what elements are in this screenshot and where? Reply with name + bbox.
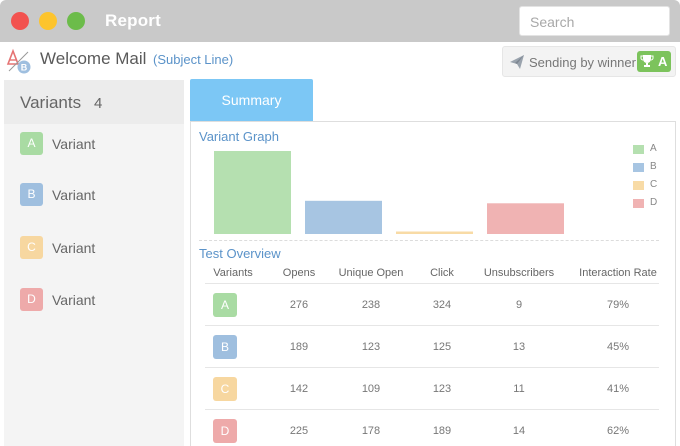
column-header-unique-open: Unique Open <box>338 267 404 279</box>
cell-unsubscribers: 11 <box>513 383 525 395</box>
minimize-window-button[interactable] <box>39 12 57 30</box>
variant-badge: D <box>20 288 43 311</box>
cell-click: 123 <box>432 383 452 395</box>
sidebar-item-label: Variant <box>52 292 96 308</box>
variants-sidebar: Variants 4 A Variant B Variant C Variant… <box>4 80 184 446</box>
sidebar-item-variant-c[interactable]: C Variant <box>20 236 170 260</box>
legend-item-d: D <box>633 197 673 209</box>
cell-click: 125 <box>432 341 452 353</box>
section-divider <box>199 240 659 241</box>
legend-swatch <box>633 145 644 154</box>
ab-test-icon: B <box>6 48 31 74</box>
variant-badge: D <box>213 419 237 443</box>
close-window-button[interactable] <box>11 12 29 30</box>
window-title: Report <box>105 11 161 30</box>
svg-text:B: B <box>21 63 28 73</box>
legend-swatch <box>633 163 644 172</box>
legend-swatch <box>633 199 644 208</box>
cell-unsubscribers: 9 <box>515 299 523 311</box>
column-header-variants: Variants <box>213 267 253 279</box>
mail-title: Welcome Mail <box>40 49 147 68</box>
cell-interaction-rate: 79% <box>606 299 630 311</box>
sidebar-item-variant-b[interactable]: B Variant <box>20 183 170 207</box>
cell-interaction-rate: 41% <box>606 383 630 395</box>
test-overview-title: Test Overview <box>199 246 281 261</box>
column-header-opens: Opens <box>282 267 316 279</box>
summary-panel: Variant Graph A B C D Test Overview Vari… <box>190 121 676 446</box>
variant-graph-title: Variant Graph <box>199 129 279 144</box>
cell-interaction-rate: 62% <box>606 425 630 437</box>
sidebar-item-label: Variant <box>52 187 96 203</box>
cell-unsubscribers: 14 <box>512 425 526 437</box>
variant-badge: B <box>20 183 43 206</box>
maximize-window-button[interactable] <box>67 12 85 30</box>
cell-unique-open: 178 <box>361 425 381 437</box>
column-header-interaction-rate: Interaction Rate <box>579 267 657 279</box>
sidebar-item-variant-d[interactable]: D Variant <box>20 288 170 312</box>
cell-opens: 225 <box>289 425 309 437</box>
table-header-divider <box>205 283 659 284</box>
cell-click: 324 <box>432 299 452 311</box>
legend-item-c: C <box>633 179 673 191</box>
sidebar-item-label: Variant <box>52 136 96 152</box>
legend-label: C <box>650 179 658 190</box>
subject-line-link[interactable]: (Subject Line) <box>153 52 234 67</box>
table-row[interactable]: C 142 109 123 11 41% <box>205 368 659 410</box>
legend-item-b: B <box>633 161 673 173</box>
cell-click: 189 <box>432 425 452 437</box>
variant-badge: A <box>20 132 43 155</box>
cell-interaction-rate: 45% <box>606 341 630 353</box>
sidebar-header: Variants 4 <box>4 80 184 124</box>
variant-badge: C <box>20 236 43 259</box>
sidebar-item-label: Variant <box>52 240 96 256</box>
cell-opens: 189 <box>289 341 309 353</box>
trophy-icon <box>640 55 654 67</box>
bar-variant-d <box>487 203 564 234</box>
legend-label: A <box>650 143 657 154</box>
cell-opens: 142 <box>289 383 309 395</box>
variant-badge: A <box>213 293 237 317</box>
bar-variant-a <box>214 151 291 234</box>
legend-item-a: A <box>633 143 673 155</box>
cell-unique-open: 123 <box>361 341 381 353</box>
tab-summary[interactable]: Summary <box>190 79 313 121</box>
cell-unsubscribers: 13 <box>512 341 526 353</box>
paper-plane-icon <box>510 55 524 69</box>
sidebar-item-variant-a[interactable]: A Variant <box>20 132 170 156</box>
bar-variant-b <box>305 200 382 234</box>
table-row[interactable]: D 225 178 189 14 62% <box>205 410 659 446</box>
variant-badge: C <box>213 377 237 401</box>
cell-unique-open: 238 <box>361 299 381 311</box>
bar-variant-c <box>396 231 473 234</box>
search-input[interactable]: Search <box>519 6 670 36</box>
variant-count: 4 <box>94 95 103 112</box>
cell-unique-open: 109 <box>361 383 381 395</box>
sending-by-winner-box[interactable]: Sending by winner A <box>502 46 676 77</box>
legend-label: D <box>650 197 658 208</box>
winner-badge: A <box>637 51 671 72</box>
variant-badge: B <box>213 335 237 359</box>
cell-opens: 276 <box>289 299 309 311</box>
legend-label: B <box>650 161 657 172</box>
winner-variant-letter: A <box>658 54 668 69</box>
legend-swatch <box>633 181 644 190</box>
column-header-unsubscribers: Unsubscribers <box>483 267 555 279</box>
table-row[interactable]: A 276 238 324 9 79% <box>205 284 659 326</box>
table-row[interactable]: B 189 123 125 13 45% <box>205 326 659 368</box>
variant-graph-chart <box>214 151 564 234</box>
title-bar: Report Search <box>0 0 680 42</box>
column-header-click: Click <box>430 267 454 279</box>
sidebar-title: Variants <box>20 93 82 112</box>
winner-label: Sending by winner <box>529 55 636 70</box>
